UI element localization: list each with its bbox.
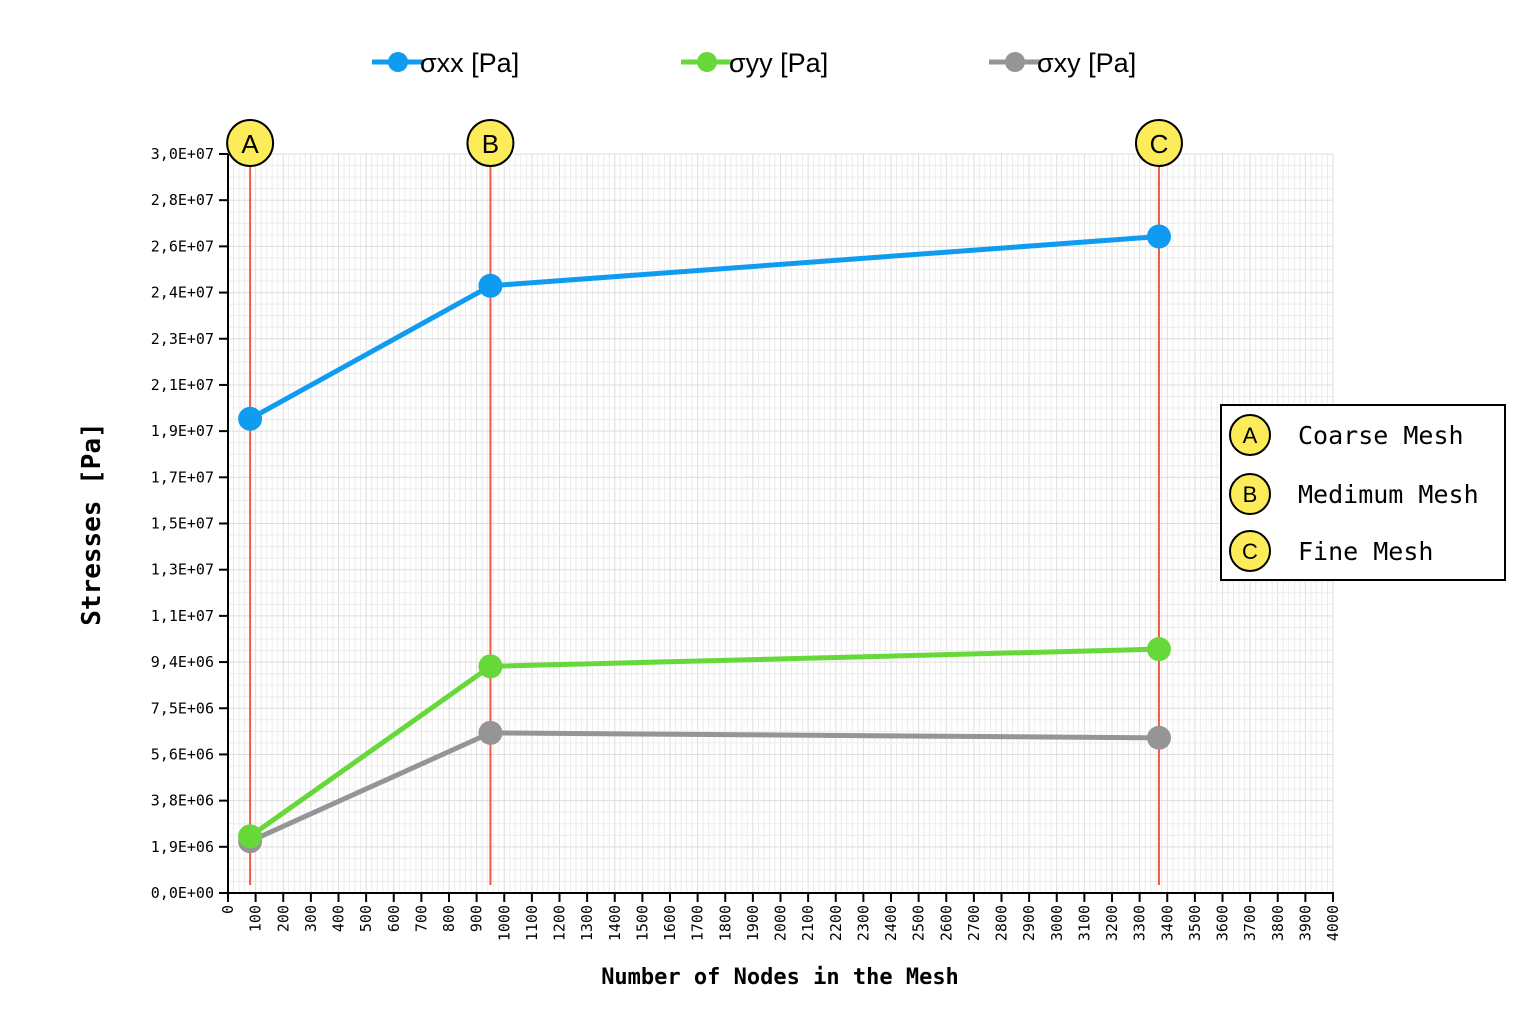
x-tick-label: 500 xyxy=(357,905,375,932)
mesh-marker-letter-a: A xyxy=(241,129,259,159)
x-tick-label: 2600 xyxy=(937,905,955,941)
y-tick-label: 1,1E+07 xyxy=(151,607,214,625)
series-line-2 xyxy=(249,730,1159,844)
legend-label-2: σxy [Pa] xyxy=(1037,48,1136,78)
legend-swatch-dot-1 xyxy=(697,52,717,72)
axes: 0,0E+00 1,9E+06 3,8E+06 5,6E+06 7,5E+06 9,4E+… xyxy=(151,145,1342,941)
y-axis-title: Stresses [Pa] xyxy=(77,422,107,626)
y-tick-label: 0,0E+00 xyxy=(151,884,214,902)
x-tick-label: 200 xyxy=(274,905,292,932)
x-tick-label: 2200 xyxy=(827,905,845,941)
x-tick-label: 3600 xyxy=(1214,905,1232,941)
mesh-legend-letter-c: C xyxy=(1242,539,1258,564)
x-tick-label: 3700 xyxy=(1241,905,1259,941)
legend-label-0: σxx [Pa] xyxy=(420,48,519,78)
mesh-legend-badge-c xyxy=(1229,530,1271,572)
y-tick-label: 1,5E+07 xyxy=(151,515,214,533)
x-tick-label: 1600 xyxy=(661,905,679,941)
x-tick-label: 2100 xyxy=(799,905,817,941)
x-tick-label: 300 xyxy=(302,905,320,932)
x-tick-label: 1500 xyxy=(633,905,651,941)
x-tick-label: 1800 xyxy=(716,905,734,941)
data-point-series-2 xyxy=(478,720,503,745)
x-tick-label: 4000 xyxy=(1324,905,1342,941)
y-tick-label: 1,3E+07 xyxy=(151,561,214,579)
x-tick-label: 2900 xyxy=(1020,905,1038,941)
data-point-series-1 xyxy=(238,824,263,849)
y-tick-label: 3,0E+07 xyxy=(151,145,214,163)
x-tick-label: 1300 xyxy=(578,905,596,941)
x-tick-label: 1400 xyxy=(606,905,624,941)
data-series xyxy=(238,224,1171,854)
mesh-legend-label-c: Fine Mesh xyxy=(1298,537,1433,566)
x-tick-label: 3900 xyxy=(1296,905,1314,941)
y-tick-label: 1,7E+07 xyxy=(151,468,214,486)
mesh-marker-badge-a xyxy=(226,119,275,167)
x-tick-label: 400 xyxy=(330,905,348,932)
data-point-series-2 xyxy=(1146,725,1171,750)
mesh-legend-label-b: Medimum Mesh xyxy=(1298,480,1479,509)
y-tick-label: 1,9E+07 xyxy=(151,422,214,440)
x-tick-label: 2700 xyxy=(965,905,983,941)
x-tick-label: 100 xyxy=(247,905,265,932)
y-tick-label: 2,8E+07 xyxy=(151,191,214,209)
legend-swatch-dot-2 xyxy=(1005,52,1025,72)
x-tick-label: 1700 xyxy=(689,905,707,941)
x-tick-label: 0 xyxy=(219,905,237,914)
mesh-legend-label-a: Coarse Mesh xyxy=(1298,421,1464,450)
data-point-series-0 xyxy=(478,273,503,298)
legend-label-1: σyy [Pa] xyxy=(729,48,828,78)
series-legend: σxx [Pa] σyy [Pa] σxy [Pa] xyxy=(372,48,1136,78)
y-tick-label: 9,4E+06 xyxy=(151,653,214,671)
mesh-legend-badge-a xyxy=(1229,414,1271,456)
x-tick-label: 600 xyxy=(385,905,403,932)
x-tick-label: 900 xyxy=(468,905,486,932)
data-point-series-0 xyxy=(1146,224,1171,249)
y-tick-label: 2,6E+07 xyxy=(151,237,214,255)
legend-swatch-dot-0 xyxy=(388,52,408,72)
x-tick-label: 1200 xyxy=(551,905,569,941)
x-tick-label: 3200 xyxy=(1103,905,1121,941)
x-tick-label: 3000 xyxy=(1048,905,1066,941)
y-tick-label: 3,8E+06 xyxy=(151,792,214,810)
y-tick-label: 2,1E+07 xyxy=(151,376,214,394)
x-tick-label: 1100 xyxy=(523,905,541,941)
x-tick-label: 3400 xyxy=(1158,905,1176,941)
y-tick-label: 2,4E+07 xyxy=(151,284,214,302)
x-tick-label: 2000 xyxy=(772,905,790,941)
x-tick-label: 800 xyxy=(440,905,458,932)
grid xyxy=(227,153,1334,894)
x-axis-title: Number of Nodes in the Mesh xyxy=(601,965,959,990)
y-tick-label: 5,6E+06 xyxy=(151,745,214,763)
x-tick-label: 3500 xyxy=(1186,905,1204,941)
x-tick-label: 2800 xyxy=(993,905,1011,941)
mesh-marker-letter-b: B xyxy=(482,129,499,159)
x-tick-label: 3100 xyxy=(1075,905,1093,941)
x-tick-label: 3800 xyxy=(1269,905,1287,941)
mesh-legend-badge-b xyxy=(1229,473,1271,515)
x-tick-label: 1000 xyxy=(495,905,513,941)
data-point-series-1 xyxy=(478,654,503,679)
y-tick-label: 7,5E+06 xyxy=(151,699,214,717)
data-point-series-1 xyxy=(1146,637,1171,662)
x-tick-label: 700 xyxy=(412,905,430,932)
x-tick-label: 1900 xyxy=(744,905,762,941)
x-tick-label: 3300 xyxy=(1131,905,1149,941)
mesh-legend: A Coarse Mesh B Medimum Mesh C Fine Mesh xyxy=(1220,404,1506,581)
mesh-marker-badge-b xyxy=(466,119,515,167)
mesh-legend-letter-b: B xyxy=(1243,482,1258,507)
y-tick-label: 1,9E+06 xyxy=(151,838,214,856)
mesh-marker-letter-c: C xyxy=(1150,129,1169,159)
x-tick-label: 2500 xyxy=(910,905,928,941)
data-point-series-0 xyxy=(238,406,263,431)
y-tick-label: 2,3E+07 xyxy=(151,330,214,348)
mesh-marker-badge-c xyxy=(1134,119,1183,167)
mesh-legend-letter-a: A xyxy=(1243,423,1258,448)
x-tick-label: 2400 xyxy=(882,905,900,941)
x-tick-label: 2300 xyxy=(854,905,872,941)
